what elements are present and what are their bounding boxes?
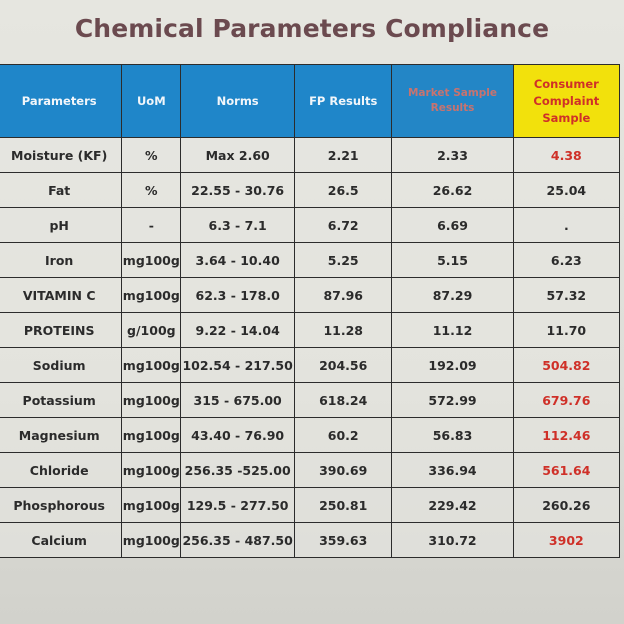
consumer-sample-cell: 11.70 — [512, 312, 621, 348]
fp-result-cell: 11.28 — [294, 312, 393, 348]
norms-cell: 9.22 - 14.04 — [180, 312, 296, 348]
fp-result-cell: 6.72 — [294, 207, 393, 243]
parameter-cell: Potassium — [0, 382, 123, 418]
table-row: Moisture (KF)% Max 2.60 2.21 2.33 4.38 — [0, 137, 621, 173]
table-body: Moisture (KF)% Max 2.60 2.21 2.33 4.38 Fat% 22… — [0, 137, 621, 558]
fp-result-cell: 359.63 — [294, 522, 393, 558]
table-row: Fat% 22.55 - 30.76 26.5 26.62 25.04 — [0, 172, 621, 208]
uom-cell: mg100g — [121, 417, 182, 453]
market-sample-cell: 11.12 — [391, 312, 514, 348]
parameter-cell: Magnesium — [0, 417, 123, 453]
uom-cell: - — [121, 207, 182, 243]
market-sample-cell: 310.72 — [391, 522, 514, 558]
uom-cell: mg100g — [121, 487, 182, 523]
compliance-table: Parameters UoM Norms FP Results Market S… — [0, 64, 621, 558]
norms-cell: 256.35 -525.00 — [180, 452, 296, 488]
table-row: pH -6.3 - 7.1 6.72 6.69. — [0, 207, 621, 243]
market-sample-cell: 87.29 — [391, 277, 514, 313]
fp-result-cell: 60.2 — [294, 417, 393, 453]
parameter-cell: pH — [0, 207, 123, 243]
fp-result-cell: 5.25 — [294, 242, 393, 278]
header-parameters: Parameters — [0, 64, 123, 138]
parameter-cell: Iron — [0, 242, 123, 278]
header-uom: UoM — [121, 64, 182, 138]
uom-cell: mg100g — [121, 382, 182, 418]
market-sample-cell: 229.42 — [391, 487, 514, 523]
table-row: Magnesium mg100g 43.40 - 76.90 60.2 56.83 112… — [0, 417, 621, 453]
fp-result-cell: 390.69 — [294, 452, 393, 488]
table-row: Phosphorous mg100g 129.5 - 277.50 250.81 229… — [0, 487, 621, 523]
table-header-row: Parameters UoM Norms FP Results Market S… — [0, 64, 621, 138]
norms-cell: 3.64 - 10.40 — [180, 242, 296, 278]
parameter-cell: Fat — [0, 172, 123, 208]
market-sample-cell: 2.33 — [391, 137, 514, 173]
parameter-cell: Phosphorous — [0, 487, 123, 523]
parameter-cell: Moisture (KF) — [0, 137, 123, 173]
market-sample-cell: 572.99 — [391, 382, 514, 418]
fp-result-cell: 204.56 — [294, 347, 393, 383]
header-market-sample: Market Sample Results — [391, 64, 514, 138]
norms-cell: 256.35 - 487.50 — [180, 522, 296, 558]
uom-cell: mg100g — [121, 242, 182, 278]
norms-cell: 102.54 - 217.50 — [180, 347, 296, 383]
table-row: Iron mg100g 3.64 - 10.40 5.25 5.15 6.23 — [0, 242, 621, 278]
fp-result-cell: 26.5 — [294, 172, 393, 208]
header-consumer-complaint: Consumer Complaint Sample — [512, 64, 621, 138]
uom-cell: g/100g — [121, 312, 182, 348]
norms-cell: 62.3 - 178.0 — [180, 277, 296, 313]
market-sample-cell: 192.09 — [391, 347, 514, 383]
uom-cell: mg100g — [121, 277, 182, 313]
market-sample-cell: 5.15 — [391, 242, 514, 278]
norms-cell: 315 - 675.00 — [180, 382, 296, 418]
table-row: Calcium mg100g 256.35 - 487.50 359.63 310.72… — [0, 522, 621, 558]
consumer-sample-cell: . — [512, 207, 621, 243]
uom-cell: % — [121, 137, 182, 173]
consumer-sample-cell: 112.46 — [512, 417, 621, 453]
parameter-cell: Sodium — [0, 347, 123, 383]
table-row: Sodium mg100g 102.54 - 217.50 204.56 192.09 5… — [0, 347, 621, 383]
market-sample-cell: 6.69 — [391, 207, 514, 243]
norms-cell: 6.3 - 7.1 — [180, 207, 296, 243]
market-sample-cell: 336.94 — [391, 452, 514, 488]
norms-cell: 43.40 - 76.90 — [180, 417, 296, 453]
fp-result-cell: 250.81 — [294, 487, 393, 523]
consumer-sample-cell: 25.04 — [512, 172, 621, 208]
uom-cell: mg100g — [121, 452, 182, 488]
consumer-sample-cell: 6.23 — [512, 242, 621, 278]
uom-cell: % — [121, 172, 182, 208]
parameter-cell: PROTEINS — [0, 312, 123, 348]
uom-cell: mg100g — [121, 522, 182, 558]
fp-result-cell: 2.21 — [294, 137, 393, 173]
norms-cell: Max 2.60 — [180, 137, 296, 173]
consumer-sample-cell: 679.76 — [512, 382, 621, 418]
uom-cell: mg100g — [121, 347, 182, 383]
consumer-sample-cell: 260.26 — [512, 487, 621, 523]
parameter-cell: Chloride — [0, 452, 123, 488]
parameter-cell: Calcium — [0, 522, 123, 558]
market-sample-cell: 56.83 — [391, 417, 514, 453]
fp-result-cell: 87.96 — [294, 277, 393, 313]
fp-result-cell: 618.24 — [294, 382, 393, 418]
parameter-cell: VITAMIN C — [0, 277, 123, 313]
norms-cell: 22.55 - 30.76 — [180, 172, 296, 208]
table-row: Potassium mg100g 315 - 675.00 618.24 572.99 6… — [0, 382, 621, 418]
consumer-sample-cell: 504.82 — [512, 347, 621, 383]
page-title: Chemical Parameters Compliance — [74, 14, 550, 43]
consumer-sample-cell: 57.32 — [512, 277, 621, 313]
consumer-sample-cell: 561.64 — [512, 452, 621, 488]
table-row: PROTEINS g/100g 9.22 - 14.04 11.28 11.12 11.7… — [0, 312, 621, 348]
consumer-sample-cell: 3902 — [512, 522, 621, 558]
table-row: Chloride mg100g 256.35 -525.00 390.69 336.94… — [0, 452, 621, 488]
header-fp-results: FP Results — [294, 64, 393, 138]
market-sample-cell: 26.62 — [391, 172, 514, 208]
header-norms: Norms — [180, 64, 296, 138]
consumer-sample-cell: 4.38 — [512, 137, 621, 173]
norms-cell: 129.5 - 277.50 — [180, 487, 296, 523]
